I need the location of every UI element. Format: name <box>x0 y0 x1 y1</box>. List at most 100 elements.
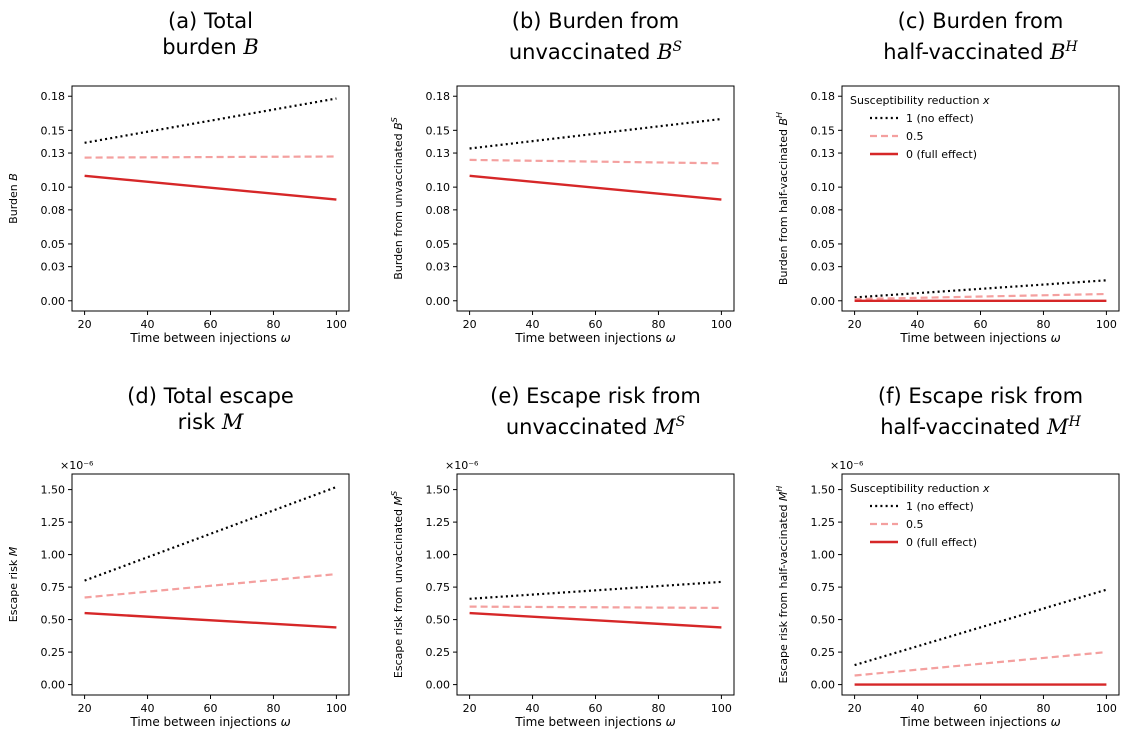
y-tick-label: 0.25 <box>426 646 451 659</box>
panel-title: (a) Total burden B <box>42 8 379 60</box>
title-symbol: M <box>221 410 244 434</box>
y-tick-label: 0.50 <box>41 614 66 627</box>
y-axis-label: Burden from half-vaccinated BH <box>775 112 790 285</box>
title-line1: Burden from <box>932 9 1064 33</box>
title-line2: unvaccinated <box>505 415 648 439</box>
title-symbol: B <box>243 35 259 59</box>
legend-title: Susceptibility reduction x <box>850 94 990 107</box>
x-tick-label: 80 <box>1036 318 1050 331</box>
title-line1: Escape risk from <box>526 384 701 408</box>
y-tick-label: 0.25 <box>41 646 66 659</box>
x-axis-label: Time between injections ω <box>129 715 290 729</box>
y-tick-label: 0.10 <box>426 181 451 194</box>
y-axis-label: Escape risk from unvaccinated MS <box>390 491 405 678</box>
title-superscript: S <box>672 39 683 55</box>
x-tick-label: 20 <box>463 702 477 715</box>
legend-label: 0 (full effect) <box>906 148 977 161</box>
panel-title: (d) Total escape risk M <box>42 383 379 435</box>
x-tick-label: 100 <box>1096 318 1117 331</box>
panel-label: (a) <box>168 9 198 33</box>
y-scale-factor: ×10⁻⁶ <box>830 459 864 472</box>
series-line-no-effect <box>469 117 722 150</box>
plot-frame <box>71 473 350 696</box>
panel-title: (f) Escape risk from half-vaccinated MH <box>812 383 1132 440</box>
line-chart-panel: 0.00 0.25 0.50 0.75 1.00 1.25 1.50 20 40 60 80 100 ×… <box>775 459 1120 729</box>
y-tick-label: 0.00 <box>41 679 66 692</box>
series-line-full-effect <box>84 611 337 629</box>
y-tick-label: 0.75 <box>41 581 66 594</box>
panel-label: (d) <box>127 384 157 408</box>
series-line-half-effect <box>469 605 722 609</box>
x-tick-label: 80 <box>266 318 280 331</box>
title-line1: Escape risk from <box>908 384 1084 408</box>
y-tick-label: 0.13 <box>811 147 836 160</box>
x-tick-label: 80 <box>266 702 280 715</box>
y-tick-label: 0.15 <box>41 124 66 137</box>
x-tick-label: 80 <box>1036 702 1050 715</box>
panel-label: (e) <box>490 384 520 408</box>
panel-label: (c) <box>897 9 926 33</box>
legend-label: 1 (no effect) <box>906 112 974 125</box>
plot-frame <box>841 473 1120 696</box>
x-tick-label: 60 <box>204 702 218 715</box>
series-line-half-effect <box>469 158 722 165</box>
x-tick-label: 60 <box>204 318 218 331</box>
legend-label: 0.5 <box>906 130 924 143</box>
line-chart-panel: 0.00 0.25 0.50 0.75 1.00 1.25 1.50 20 40 60 80 100 ×… <box>390 459 735 729</box>
y-tick-label: 0.18 <box>426 90 451 103</box>
title-symbol: M <box>1047 415 1069 439</box>
y-tick-label: 0.00 <box>41 295 66 308</box>
y-tick-label: 1.50 <box>41 484 66 497</box>
x-tick-label: 40 <box>141 318 155 331</box>
legend: Susceptibility reduction x 1 (no effect) 0… <box>850 94 990 161</box>
legend-label: 0.5 <box>906 518 924 531</box>
y-tick-label: 1.25 <box>811 516 836 529</box>
y-tick-label: 0.00 <box>811 679 836 692</box>
x-tick-label: 100 <box>1096 702 1117 715</box>
series-line-full-effect <box>469 611 722 629</box>
y-tick-label: 0.05 <box>811 238 836 251</box>
y-tick-label: 0.75 <box>811 581 836 594</box>
y-axis-label: Escape risk from half-vaccinated MH <box>775 486 790 684</box>
legend-title: Susceptibility reduction x <box>850 482 990 495</box>
y-tick-label: 0.15 <box>426 124 451 137</box>
title-line2: half-vaccinated <box>880 415 1041 439</box>
series-line-full-effect <box>84 174 337 201</box>
series-line-no-effect <box>84 485 337 582</box>
title-line2: half-vaccinated <box>883 40 1044 64</box>
x-tick-label: 20 <box>463 318 477 331</box>
title-superscript: S <box>675 414 686 430</box>
y-tick-label: 0.03 <box>41 261 66 274</box>
series-line-no-effect <box>84 97 337 144</box>
x-tick-label: 20 <box>78 702 92 715</box>
y-tick-label: 1.50 <box>811 484 836 497</box>
x-tick-label: 100 <box>711 318 732 331</box>
series-line-no-effect <box>854 588 1107 667</box>
x-tick-label: 20 <box>78 318 92 331</box>
y-scale-factor: ×10⁻⁶ <box>445 459 479 472</box>
y-tick-label: 1.50 <box>426 484 451 497</box>
title-line1: Total <box>203 9 253 33</box>
y-tick-label: 0.10 <box>811 181 836 194</box>
legend: Susceptibility reduction x 1 (no effect) 0… <box>850 482 990 549</box>
series-line-half-effect <box>854 651 1107 677</box>
x-tick-label: 40 <box>141 702 155 715</box>
y-tick-label: 1.25 <box>426 516 451 529</box>
y-tick-label: 0.25 <box>811 646 836 659</box>
x-tick-label: 40 <box>526 318 540 331</box>
y-tick-label: 0.15 <box>811 124 836 137</box>
series-line-no-effect <box>469 580 722 600</box>
series-line-half-effect <box>854 292 1107 301</box>
y-tick-label: 0.10 <box>41 181 66 194</box>
x-tick-label: 40 <box>911 318 925 331</box>
x-tick-label: 100 <box>326 702 347 715</box>
series-line-half-effect <box>84 573 337 599</box>
y-tick-label: 0.08 <box>426 204 451 217</box>
y-tick-label: 0.05 <box>41 238 66 251</box>
title-superscript: H <box>1065 39 1078 55</box>
y-tick-label: 0.08 <box>811 204 836 217</box>
panel-label: (b) <box>511 9 542 33</box>
y-tick-label: 1.00 <box>426 549 451 562</box>
y-tick-label: 1.00 <box>41 549 66 562</box>
